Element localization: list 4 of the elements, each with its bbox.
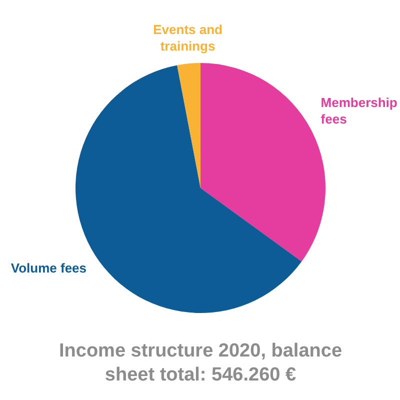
- text: Income structure 2020, balance sheet total: 546.260 €: [58, 340, 342, 386]
- slice-label: Events and trainings: [153, 22, 223, 54]
- slice-label: Membership fees: [320, 95, 398, 127]
- slice-label: Volume fees: [10, 260, 87, 276]
